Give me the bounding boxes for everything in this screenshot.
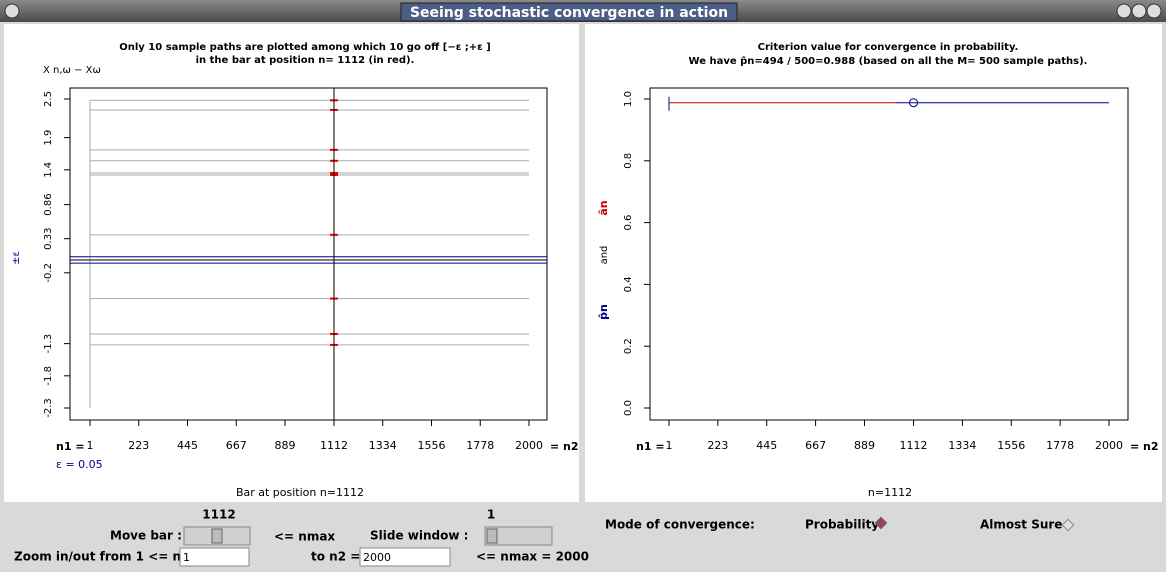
x-tick-label: 667 [226, 439, 247, 452]
epsilon-label: ε = 0.05 [56, 458, 103, 471]
move-bar-label: Move bar : [110, 529, 182, 543]
slide-value: 1 [487, 508, 495, 522]
right-title-1: Criterion value for convergence in proba… [758, 42, 1019, 53]
x-tick-label: 2000 [1095, 439, 1123, 452]
y-tick-label: 1.9 [43, 130, 54, 146]
left-title-2: in the bar at position n= 1112 (in red). [196, 55, 415, 66]
right-plot-box [649, 87, 1129, 421]
radio-probability[interactable] [874, 516, 888, 530]
x-tick-label: 1778 [1046, 439, 1074, 452]
y-tick-label: 0.0 [623, 400, 634, 416]
x-tick-label: 1556 [417, 439, 445, 452]
right-n1-label: n1 = [636, 440, 665, 453]
minimize-button[interactable] [1116, 3, 1132, 19]
slide-label: Slide window : [370, 529, 468, 543]
x-tick-label: 1112 [900, 439, 928, 452]
y-tick-label: 0.33 [43, 228, 54, 250]
nmax-note: <= nmax = 2000 [476, 550, 589, 564]
x-tick-label: 667 [805, 439, 826, 452]
x-tick-label: 1556 [997, 439, 1025, 452]
band-label: ±ε [11, 251, 22, 265]
y-label-and: and [599, 246, 610, 265]
mode-label: Mode of convergence: [605, 518, 755, 532]
y-tick-label: 0.86 [43, 193, 54, 215]
n2-input[interactable] [359, 547, 451, 567]
y-tick-label: 0.4 [623, 276, 634, 292]
n1-input[interactable] [179, 547, 250, 567]
y-tick-label: -1.3 [43, 334, 54, 354]
y-tick-label: 0.6 [623, 215, 634, 231]
slide-thumb[interactable] [486, 528, 498, 544]
y-tick-label: 2.5 [43, 91, 54, 107]
x-tick-label: 889 [275, 439, 296, 452]
right-title-2: We have p̂n=494 / 500=0.988 (based on al… [689, 55, 1088, 67]
y-tick-label: -0.2 [43, 263, 54, 283]
right-caption: n=1112 [868, 486, 912, 499]
x-tick-label: 1 [87, 439, 94, 452]
left-n1-label: n1 = [56, 440, 85, 453]
y-tick-label: 1.0 [623, 91, 634, 107]
right-n2-label: = n2 [1130, 440, 1159, 453]
x-tick-label: 223 [707, 439, 728, 452]
slide-slider[interactable] [484, 526, 553, 546]
left-y-label: X n,ω − Xω [43, 65, 101, 76]
right-panel [585, 24, 1162, 502]
nmax-label: <= nmax [274, 530, 335, 544]
y-tick-label: -2.3 [43, 398, 54, 418]
x-tick-label: 445 [756, 439, 777, 452]
title-box [400, 2, 738, 22]
y-tick-label: 0.8 [623, 153, 634, 169]
y-label-p: p̂n [597, 304, 610, 320]
x-tick-label: 223 [128, 439, 149, 452]
zoom-label: Zoom in/out from 1 <= n1 = [14, 550, 204, 564]
radio-almost-sure[interactable] [1061, 518, 1075, 532]
n2-input-value: 2000 [363, 551, 391, 564]
menu-button[interactable] [4, 3, 20, 19]
option-probability[interactable]: Probability [805, 518, 879, 532]
maximize-button[interactable] [1131, 3, 1147, 19]
option-almost-sure[interactable]: Almost Sure [980, 518, 1062, 532]
to-n2-label: to n2 = [311, 550, 360, 564]
x-tick-label: 1 [666, 439, 673, 452]
left-caption: Bar at position n=1112 [236, 486, 364, 499]
x-tick-label: 1778 [466, 439, 494, 452]
y-tick-label: 0.2 [623, 338, 634, 354]
y-tick-label: 1.4 [43, 162, 54, 178]
move-bar-value: 1112 [202, 508, 235, 522]
move-bar-thumb[interactable] [211, 528, 223, 544]
y-label-a: ân [597, 200, 610, 215]
left-n2-label: = n2 [550, 440, 579, 453]
x-tick-label: 889 [854, 439, 875, 452]
left-title-1: Only 10 sample paths are plotted among w… [119, 42, 491, 53]
y-tick-label: -1.8 [43, 366, 54, 386]
left-plot-box [69, 87, 548, 421]
window-title: Seeing stochastic convergence in action [410, 5, 728, 21]
close-button[interactable] [1146, 3, 1162, 19]
x-tick-label: 1334 [369, 439, 397, 452]
p-hat-marker [909, 98, 919, 108]
x-tick-label: 2000 [515, 439, 543, 452]
x-tick-label: 445 [177, 439, 198, 452]
x-tick-label: 1112 [320, 439, 348, 452]
x-tick-label: 1334 [948, 439, 976, 452]
n1-input-value: 1 [183, 551, 190, 564]
